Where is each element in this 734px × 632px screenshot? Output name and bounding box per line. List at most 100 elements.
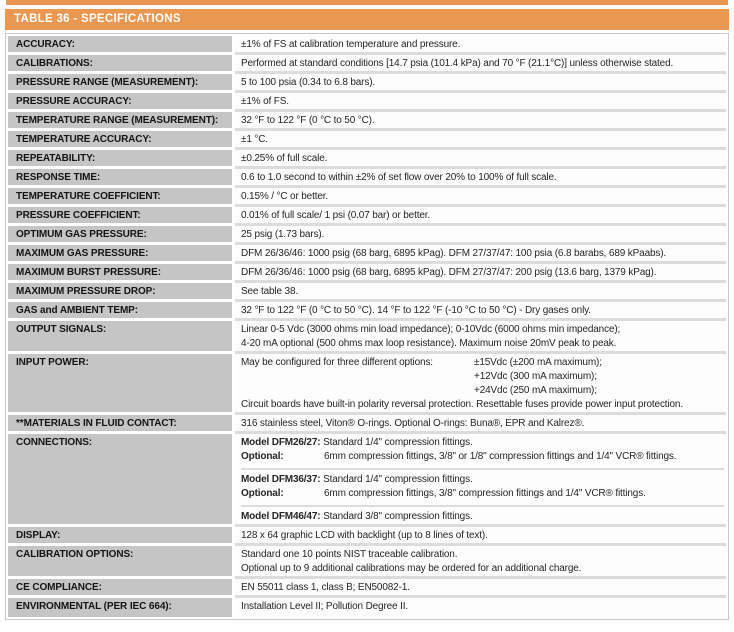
connections-optional-line: Optional: 6mm compression fittings, 3/8" … xyxy=(241,487,724,501)
optional-fittings: 6mm compression fittings, 3/8" or 1/8" c… xyxy=(324,451,677,462)
spec-value: 5 to 100 psia (0.34 to 6.8 bars). xyxy=(235,74,726,93)
spec-label: GAS and AMBIENT TEMP: xyxy=(8,302,232,321)
spec-label: OPTIMUM GAS PRESSURE: xyxy=(8,226,232,245)
spec-label: ACCURACY: xyxy=(8,36,232,55)
optional-label: Optional: xyxy=(241,451,284,462)
spec-label: PRESSURE ACCURACY: xyxy=(8,93,232,112)
spec-label: CALIBRATIONS: xyxy=(8,55,232,74)
optional-label: Optional: xyxy=(241,488,284,499)
spec-value: ±0.25% of full scale. xyxy=(235,150,726,169)
spec-value: 32 °F to 122 °F (0 °C to 50 °C). 14 °F t… xyxy=(235,302,726,321)
spec-value: ±1% of FS. xyxy=(235,93,726,112)
connections-model-line: Model DFM26/27: Standard 1/4" compressio… xyxy=(241,436,724,450)
top-accent-bar xyxy=(6,0,728,5)
connections-group-dfm26-27: Model DFM26/27: Standard 1/4" compressio… xyxy=(241,436,724,464)
spec-label: **MATERIALS IN FLUID CONTACT: xyxy=(8,415,232,434)
input-power-intro: May be configured for three different op… xyxy=(241,357,433,368)
table-row-response-time: RESPONSE TIME: 0.6 to 1.0 second to with… xyxy=(8,169,726,188)
connections-model-line: Model DFM36/37: Standard 1/4" compressio… xyxy=(241,473,724,487)
output-signals-line-1: Linear 0-5 Vdc (3000 ohms min load imped… xyxy=(241,324,621,335)
spec-label: REPEATABILITY: xyxy=(8,150,232,169)
table-row-maximum-pressure-drop: MAXIMUM PRESSURE DROP: See table 38. xyxy=(8,283,726,302)
spec-value: DFM 26/36/46: 1000 psig (68 barg, 6895 k… xyxy=(235,245,726,264)
table-row-optimum-gas-pressure: OPTIMUM GAS PRESSURE: 25 psig (1.73 bars… xyxy=(8,226,726,245)
output-signals-line-2: 4-20 mA optional (500 ohms max loop resi… xyxy=(241,338,617,349)
table-row-gas-ambient-temp: GAS and AMBIENT TEMP: 32 °F to 122 °F (0… xyxy=(8,302,726,321)
spec-value: 128 x 64 graphic LCD with backlight (up … xyxy=(235,527,726,546)
spec-label: MAXIMUM PRESSURE DROP: xyxy=(8,283,232,302)
spec-label: PRESSURE RANGE (MEASUREMENT): xyxy=(8,74,232,93)
spec-label: RESPONSE TIME: xyxy=(8,169,232,188)
spec-value: 25 psig (1.73 bars). xyxy=(235,226,726,245)
model-name: Model DFM26/27: xyxy=(241,437,321,448)
table-row-pressure-range: PRESSURE RANGE (MEASUREMENT): 5 to 100 p… xyxy=(8,74,726,93)
spec-value: 32 °F to 122 °F (0 °C to 50 °C). xyxy=(235,112,726,131)
input-power-options: ±15Vdc (±200 mA maximum); +12Vdc (300 mA… xyxy=(474,356,724,398)
spec-label: DISPLAY: xyxy=(8,527,232,546)
table-row-pressure-coefficient: PRESSURE COEFFICIENT: 0.01% of full scal… xyxy=(8,207,726,226)
table-row-display: DISPLAY: 128 x 64 graphic LCD with backl… xyxy=(8,527,726,546)
table-row-maximum-burst-pressure: MAXIMUM BURST PRESSURE: DFM 26/36/46: 10… xyxy=(8,264,726,283)
spec-value: Linear 0-5 Vdc (3000 ohms min load imped… xyxy=(235,321,726,354)
spec-value: 316 stainless steel, Viton® O-rings. Opt… xyxy=(235,415,726,434)
connections-model-line: Model DFM46/47: Standard 3/8" compressio… xyxy=(241,510,724,524)
connections-group-dfm36-37: Model DFM36/37: Standard 1/4" compressio… xyxy=(241,468,724,501)
spec-value: Model DFM26/27: Standard 1/4" compressio… xyxy=(235,434,726,527)
spec-label: MAXIMUM BURST PRESSURE: xyxy=(8,264,232,283)
table-title-bar: TABLE 36 - SPECIFICATIONS xyxy=(5,9,729,30)
table-row-temperature-accuracy: TEMPERATURE ACCURACY: ±1 °C. xyxy=(8,131,726,150)
calibration-options-line-2: Optional up to 9 additional calibrations… xyxy=(241,563,582,574)
spec-label: CE COMPLIANCE: xyxy=(8,579,232,598)
spec-label: PRESSURE COEFFICIENT: xyxy=(8,207,232,226)
spec-value: Installation Level II; Pollution Degree … xyxy=(235,598,726,617)
table-row-accuracy: ACCURACY: ±1% of FS at calibration tempe… xyxy=(8,36,726,55)
spec-value: ±1% of FS at calibration temperature and… xyxy=(235,36,726,55)
spec-label: OUTPUT SIGNALS: xyxy=(8,321,232,354)
table-title: TABLE 36 - SPECIFICATIONS xyxy=(14,13,181,25)
connections-optional-line: Optional: 6mm compression fittings, 3/8" … xyxy=(241,450,724,464)
input-power-option-3: +24Vdc (250 mA maximum); xyxy=(474,385,597,396)
spec-value: 0.01% of full scale/ 1 psi (0.07 bar) or… xyxy=(235,207,726,226)
spec-value: May be configured for three different op… xyxy=(235,354,726,415)
model-standard-fitting: Standard 3/8" compression fittings. xyxy=(323,511,473,522)
table-row-calibration-options: CALIBRATION OPTIONS: Standard one 10 poi… xyxy=(8,546,726,579)
spec-label: MAXIMUM GAS PRESSURE: xyxy=(8,245,232,264)
table-row-temperature-range: TEMPERATURE RANGE (MEASUREMENT): 32 °F t… xyxy=(8,112,726,131)
table-row-temperature-coefficient: TEMPERATURE COEFFICIENT: 0.15% / °C or b… xyxy=(8,188,726,207)
table-row-maximum-gas-pressure: MAXIMUM GAS PRESSURE: DFM 26/36/46: 1000… xyxy=(8,245,726,264)
spec-label: INPUT POWER: xyxy=(8,354,232,415)
spec-value: EN 55011 class 1, class B; EN50082-1. xyxy=(235,579,726,598)
input-power-footer: Circuit boards have built-in polarity re… xyxy=(241,399,683,410)
table-row-calibrations: CALIBRATIONS: Performed at standard cond… xyxy=(8,55,726,74)
spec-label: CONNECTIONS: xyxy=(8,434,232,527)
spec-label: TEMPERATURE ACCURACY: xyxy=(8,131,232,150)
spec-value: ±1 °C. xyxy=(235,131,726,150)
input-power-option-1: ±15Vdc (±200 mA maximum); xyxy=(474,357,602,368)
spec-label: ENVIRONMENTAL (PER IEC 664): xyxy=(8,598,232,617)
spec-label: TEMPERATURE COEFFICIENT: xyxy=(8,188,232,207)
optional-fittings: 6mm compression fittings, 3/8" compressi… xyxy=(324,488,646,499)
input-power-options-block: May be configured for three different op… xyxy=(241,356,724,398)
spec-value: Performed at standard conditions [14.7 p… xyxy=(235,55,726,74)
table-row-output-signals: OUTPUT SIGNALS: Linear 0-5 Vdc (3000 ohm… xyxy=(8,321,726,354)
table-row-materials-in-fluid-contact: **MATERIALS IN FLUID CONTACT: 316 stainl… xyxy=(8,415,726,434)
spec-value: See table 38. xyxy=(235,283,726,302)
spec-value: DFM 26/36/46: 1000 psig (68 barg, 6895 k… xyxy=(235,264,726,283)
model-standard-fitting: Standard 1/4" compression fittings. xyxy=(323,474,473,485)
table-row-environmental: ENVIRONMENTAL (PER IEC 664): Installatio… xyxy=(8,598,726,617)
input-power-option-2: +12Vdc (300 mA maximum); xyxy=(474,371,597,382)
table-row-repeatability: REPEATABILITY: ±0.25% of full scale. xyxy=(8,150,726,169)
model-name: Model DFM36/37: xyxy=(241,474,321,485)
calibration-options-line-1: Standard one 10 points NIST traceable ca… xyxy=(241,549,458,560)
specifications-table: ACCURACY: ±1% of FS at calibration tempe… xyxy=(5,33,729,620)
spec-value: 0.15% / °C or better. xyxy=(235,188,726,207)
spec-value: 0.6 to 1.0 second to within ±2% of set f… xyxy=(235,169,726,188)
table-row-input-power: INPUT POWER: May be configured for three… xyxy=(8,354,726,415)
table-row-connections: CONNECTIONS: Model DFM26/27: Standard 1/… xyxy=(8,434,726,527)
connections-group-dfm46-47: Model DFM46/47: Standard 3/8" compressio… xyxy=(241,505,724,524)
spec-label: CALIBRATION OPTIONS: xyxy=(8,546,232,579)
model-name: Model DFM46/47: xyxy=(241,511,321,522)
spec-value: Standard one 10 points NIST traceable ca… xyxy=(235,546,726,579)
spec-label: TEMPERATURE RANGE (MEASUREMENT): xyxy=(8,112,232,131)
